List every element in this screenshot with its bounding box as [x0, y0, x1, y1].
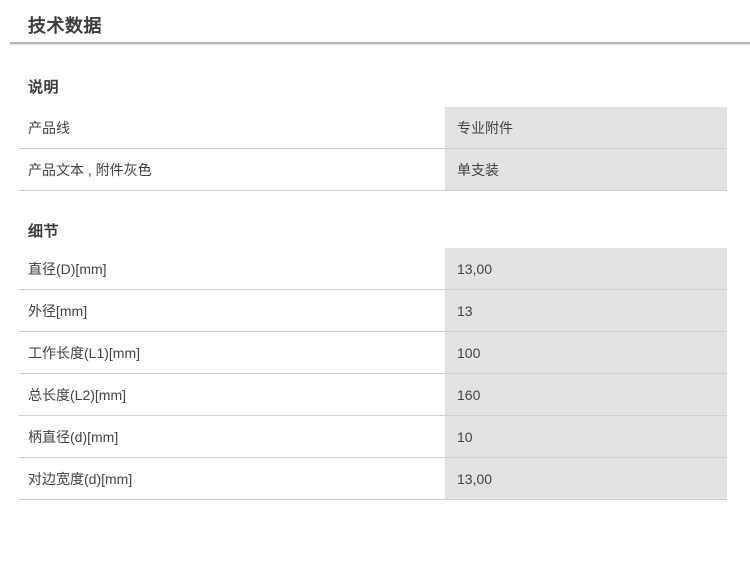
spec-value: 单支装 [445, 149, 727, 190]
table-row: 柄直径(d)[mm] 10 [19, 416, 727, 458]
section-heading-description: 说明 [28, 79, 60, 96]
spec-value: 13,00 [445, 248, 727, 289]
spec-label: 外径[mm] [28, 302, 88, 319]
spec-value: 100 [445, 332, 727, 373]
table-row: 工作长度(L1)[mm] 100 [19, 332, 727, 374]
title-divider [10, 42, 750, 45]
spec-label: 产品线 [28, 119, 70, 136]
description-table: 产品线 专业附件 产品文本 , 附件灰色 单支装 [19, 107, 727, 191]
table-row: 对边宽度(d)[mm] 13,00 [19, 458, 727, 500]
spec-label: 产品文本 , 附件灰色 [28, 161, 152, 178]
spec-label: 工作长度(L1)[mm] [28, 344, 140, 361]
spec-label: 柄直径(d)[mm] [28, 428, 119, 445]
spec-value: 专业附件 [445, 107, 727, 148]
table-row: 外径[mm] 13 [19, 290, 727, 332]
page-title: 技术数据 [28, 16, 102, 36]
spec-value: 13,00 [445, 458, 727, 499]
spec-label: 对边宽度(d)[mm] [28, 470, 133, 487]
details-table: 直径(D)[mm] 13,00 外径[mm] 13 工作长度(L1)[mm] 1… [19, 248, 727, 500]
table-row: 产品文本 , 附件灰色 单支装 [19, 149, 727, 191]
table-row: 产品线 专业附件 [19, 107, 727, 149]
section-heading-details: 细节 [28, 223, 60, 240]
spec-value: 13 [445, 290, 727, 331]
spec-label: 总长度(L2)[mm] [28, 386, 126, 403]
spec-value: 10 [445, 416, 727, 457]
table-row: 直径(D)[mm] 13,00 [19, 248, 727, 290]
spec-value: 160 [445, 374, 727, 415]
spec-label: 直径(D)[mm] [28, 260, 107, 277]
table-row: 总长度(L2)[mm] 160 [19, 374, 727, 416]
